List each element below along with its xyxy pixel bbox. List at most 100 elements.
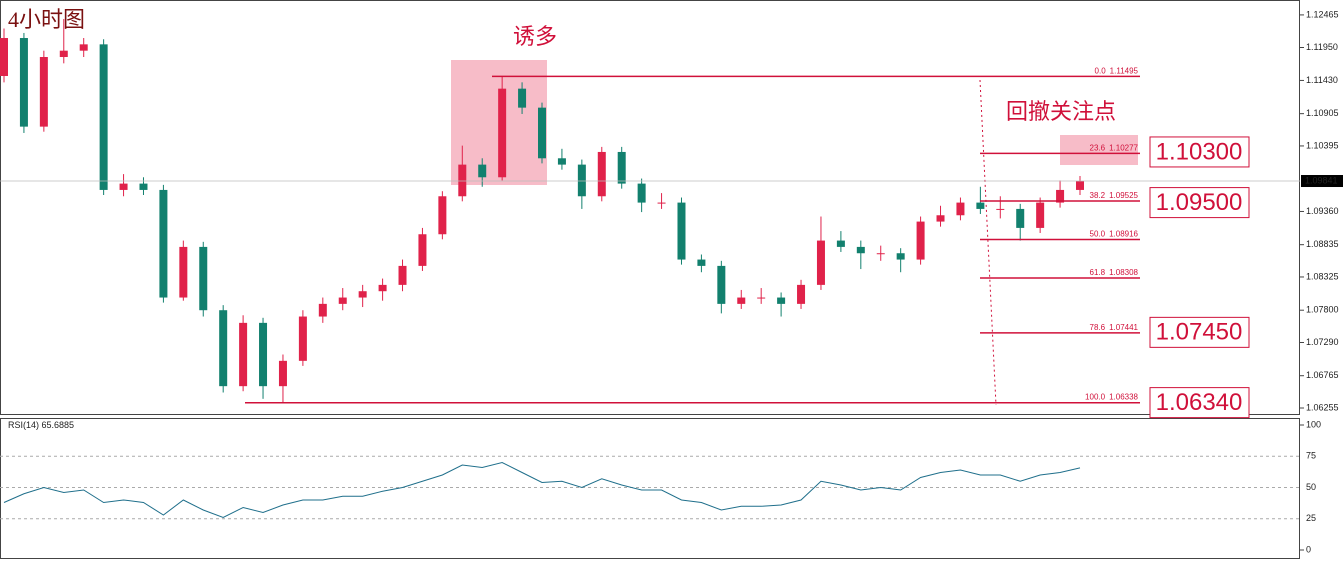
candle-body	[1076, 181, 1084, 190]
candle-body	[498, 88, 507, 178]
fib-price: 1.08916	[1109, 230, 1138, 239]
trap-label: 诱多	[513, 25, 557, 50]
candle-body	[816, 240, 825, 285]
fib-level: 50.0	[1090, 230, 1106, 239]
candle-body	[577, 164, 586, 197]
rsi-tick-label: 0	[1306, 544, 1311, 554]
rsi-panel	[0, 418, 1300, 559]
candle-body	[0, 38, 8, 76]
rsi-label: RSI(14) 65.6885	[8, 420, 74, 430]
candle-body	[259, 322, 268, 387]
candle-body	[19, 38, 28, 127]
candle-body	[378, 284, 387, 292]
rsi-tick-label: 25	[1306, 513, 1316, 523]
candle-body	[737, 297, 746, 304]
candle-body	[79, 44, 88, 51]
fib-label: 78.6 1.07441	[1090, 323, 1139, 332]
candle-body	[219, 310, 228, 387]
candle-body	[298, 316, 307, 361]
y-tick-label: 1.06255	[1306, 402, 1339, 412]
candle-body	[896, 253, 905, 260]
candle-body	[936, 215, 945, 222]
candle-body	[159, 189, 168, 298]
candle-body	[637, 183, 646, 203]
key-level-label: 1.06340	[1156, 389, 1243, 416]
candle-body	[836, 240, 845, 247]
fib-price: 1.11495	[1110, 66, 1139, 75]
fib-price: 1.10277	[1109, 144, 1138, 153]
key-level-box	[1149, 136, 1250, 168]
rsi-last: 65.6885	[42, 420, 75, 430]
candle-body	[199, 246, 208, 311]
y-tick-label: 1.08325	[1306, 271, 1339, 281]
y-tick-label: 1.07290	[1306, 337, 1339, 347]
key-level-box	[1149, 387, 1250, 419]
fib-level: 78.6	[1090, 323, 1106, 332]
fib-label: 50.0 1.08916	[1090, 230, 1139, 239]
candle-body	[99, 44, 108, 190]
candle-body	[996, 208, 1005, 210]
candle-body	[876, 253, 885, 255]
fib-price: 1.06338	[1109, 393, 1138, 402]
candle-body	[179, 246, 188, 298]
candle-body	[139, 183, 148, 190]
y-tick-label: 1.10395	[1306, 140, 1339, 150]
y-tick-label: 1.09360	[1306, 206, 1339, 216]
fib-price: 1.09525	[1109, 191, 1138, 200]
price-panel	[0, 0, 1300, 415]
candle-body	[478, 164, 487, 178]
last-price-label: 1.09841	[1305, 175, 1338, 185]
candle-body	[677, 202, 686, 260]
fib-level: 0.0	[1095, 66, 1107, 75]
rsi-tick-label: 75	[1306, 451, 1316, 461]
y-tick-label: 1.12465	[1306, 9, 1339, 19]
fib-label: 61.8 1.08308	[1090, 268, 1139, 277]
fib-label: 23.6 1.10277	[1090, 144, 1139, 153]
key-level-box	[1149, 316, 1250, 348]
candle-body	[856, 246, 865, 254]
candle-body	[1056, 189, 1065, 203]
candle-body	[358, 291, 367, 298]
fib-price: 1.07441	[1109, 323, 1138, 332]
y-tick-label: 1.10905	[1306, 108, 1339, 118]
candle-body	[797, 284, 806, 304]
candle-body	[1036, 202, 1045, 228]
candle-body	[538, 107, 546, 159]
candle-body	[976, 202, 985, 209]
candle-body	[458, 164, 467, 197]
candle-body	[318, 303, 327, 317]
y-tick-label: 1.11430	[1306, 75, 1338, 85]
candle-body	[239, 322, 248, 387]
focus-zone	[1060, 135, 1138, 165]
y-tick-label: 1.06765	[1306, 370, 1339, 380]
fib-level: 38.2	[1090, 191, 1106, 200]
candle-body	[956, 202, 965, 216]
focus-label: 回撤关注点	[1006, 100, 1116, 125]
fib-label: 0.0 1.11495	[1095, 66, 1139, 75]
candle-body	[597, 151, 606, 197]
candle-body	[557, 158, 566, 165]
candle-body	[657, 202, 666, 204]
candle-body	[916, 221, 925, 260]
timeframe-label: 4小时图	[8, 7, 85, 32]
candle-body	[757, 297, 766, 299]
fib-trend-line	[979, 79, 997, 406]
fib-label: 100.0 1.06338	[1085, 393, 1139, 402]
candle-body	[278, 360, 287, 387]
last-price-tag	[1301, 175, 1343, 188]
candle-body	[398, 265, 407, 285]
fib-price: 1.08308	[1109, 268, 1138, 277]
key-level-box	[1149, 187, 1250, 219]
fib-label: 38.2 1.09525	[1090, 191, 1139, 200]
candle-body	[617, 151, 626, 184]
candle-body	[518, 88, 527, 108]
candle-body	[59, 50, 68, 58]
key-level-label: 1.07450	[1156, 319, 1243, 346]
key-level-label: 1.09500	[1156, 189, 1243, 216]
rsi-line	[3, 461, 1081, 519]
candle-body	[777, 297, 786, 304]
candle-body	[119, 183, 128, 190]
fib-level: 23.6	[1090, 144, 1106, 153]
candle-body	[338, 297, 347, 304]
